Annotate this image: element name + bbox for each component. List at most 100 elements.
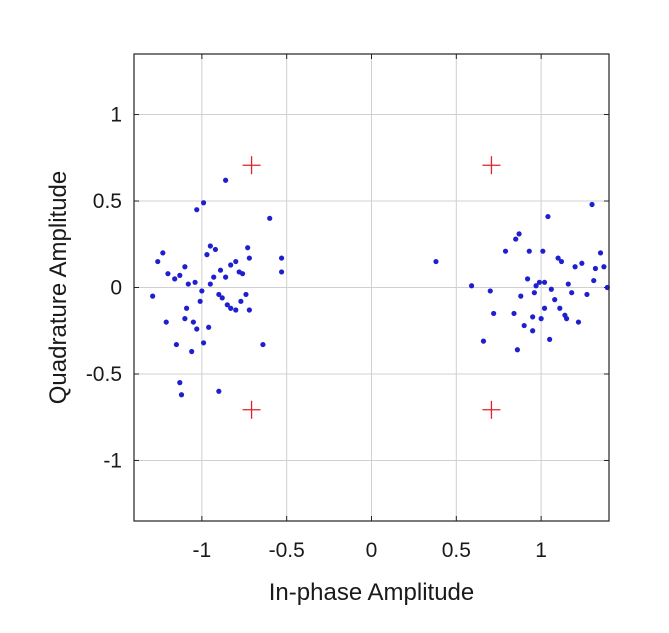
received-symbol (223, 177, 229, 183)
plot-frame (133, 53, 610, 522)
received-symbol (245, 245, 251, 251)
received-symbol (267, 215, 273, 221)
received-symbol (211, 274, 217, 280)
received-symbol (491, 310, 497, 317)
received-symbol (219, 295, 225, 301)
received-symbol (228, 262, 234, 268)
received-symbol (565, 281, 571, 287)
received-symbol (541, 279, 548, 285)
received-symbol (584, 291, 590, 298)
received-symbol (597, 250, 604, 256)
received-symbol (246, 307, 252, 313)
received-symbol (514, 347, 520, 353)
received-symbol (589, 201, 595, 208)
received-symbol (155, 258, 161, 265)
received-symbol (192, 279, 198, 285)
received-symbol (224, 302, 230, 308)
received-symbol (204, 252, 210, 258)
received-symbol (552, 297, 558, 303)
received-symbol (165, 271, 171, 277)
x-tick-label: 1 (535, 539, 547, 562)
received-symbol (238, 298, 244, 304)
received-symbol (540, 248, 546, 254)
data-points (150, 156, 610, 419)
x-tick-label: -1 (193, 539, 212, 562)
received-symbol (518, 293, 524, 299)
tick-marks (134, 54, 609, 521)
y-tick-label: -1 (103, 449, 122, 472)
received-symbol (197, 298, 203, 304)
y-tick-label: 0.5 (93, 190, 122, 213)
received-symbol (260, 341, 266, 348)
received-symbol (433, 258, 439, 265)
received-symbol (200, 200, 207, 206)
y-axis-label: Quadrature Amplitude (45, 171, 72, 404)
reference-point (482, 156, 501, 175)
received-symbol (239, 271, 246, 277)
received-symbol (233, 258, 239, 265)
received-symbol (521, 322, 527, 329)
received-symbol (575, 319, 582, 325)
received-symbol (547, 336, 553, 342)
received-symbol (516, 231, 522, 237)
received-symbol (502, 248, 509, 254)
grid-lines (134, 54, 609, 521)
received-symbol (183, 305, 190, 311)
received-symbol (538, 316, 544, 322)
received-symbol (468, 283, 475, 289)
received-symbol (194, 207, 200, 213)
received-symbol (172, 276, 178, 282)
received-symbol (216, 291, 222, 298)
received-symbol (511, 310, 517, 317)
received-symbol (558, 258, 565, 265)
received-symbol (579, 260, 585, 266)
received-symbol (246, 255, 252, 261)
received-symbol (278, 269, 285, 275)
received-symbol (591, 277, 597, 284)
received-symbol (233, 307, 239, 313)
y-tick-label: -0.5 (86, 363, 122, 386)
received-symbol (524, 276, 531, 282)
received-symbol (194, 326, 200, 332)
received-symbol (569, 290, 575, 296)
y-tick-label: 0 (110, 277, 122, 300)
received-symbol (513, 236, 519, 242)
reference-point (242, 400, 261, 419)
received-symbol (278, 255, 285, 261)
received-symbol (480, 338, 487, 344)
received-symbol (557, 305, 563, 311)
received-symbol (207, 281, 213, 287)
received-symbol (487, 288, 493, 294)
received-symbol (216, 388, 222, 394)
reference-point (482, 400, 501, 419)
received-symbol (200, 340, 207, 346)
received-symbol (228, 305, 234, 311)
received-symbol (555, 255, 561, 261)
received-symbol (531, 290, 537, 296)
received-symbol (199, 288, 205, 294)
received-symbol (206, 324, 212, 330)
received-symbol (217, 267, 224, 273)
received-symbol (541, 305, 548, 311)
received-symbol (150, 293, 156, 299)
x-tick-label: 0 (366, 539, 378, 562)
received-symbol (163, 319, 169, 325)
received-symbol (548, 286, 554, 292)
received-symbol (533, 283, 539, 289)
received-symbol (530, 328, 536, 334)
received-symbol (185, 281, 191, 287)
tick-labels: -1 -0.5 0 0.5 1 1 0.5 0 -0.5 -1 (86, 104, 547, 562)
received-symbol (160, 250, 166, 256)
x-tick-label: 0.5 (442, 539, 471, 562)
received-symbol (212, 246, 219, 253)
received-symbol (526, 248, 532, 254)
y-tick-label: 1 (110, 104, 122, 127)
received-symbol (182, 264, 188, 270)
received-symbol (189, 348, 195, 355)
received-symbol (177, 272, 183, 278)
received-symbol (182, 316, 188, 322)
received-symbol (530, 314, 536, 320)
received-symbol (223, 274, 229, 280)
received-symbol (572, 264, 578, 270)
